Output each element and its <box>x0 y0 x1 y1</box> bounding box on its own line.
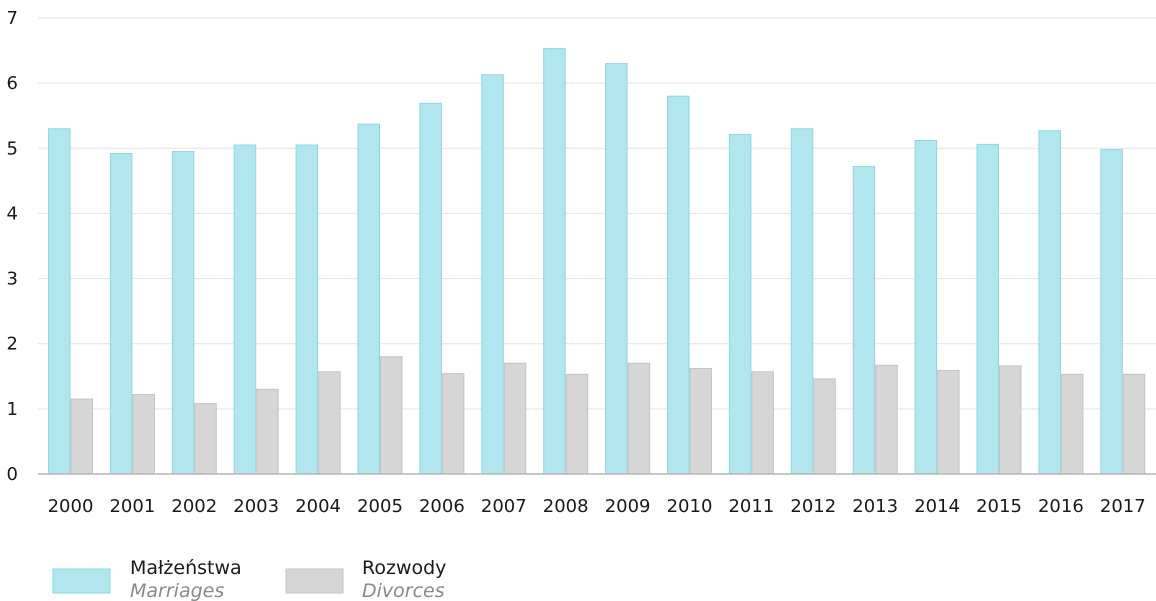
divorce-bar <box>194 403 217 475</box>
divorce-bar <box>937 369 960 475</box>
x-tick-label: 2009 <box>605 496 651 517</box>
y-tick-label: 1 <box>7 399 18 420</box>
x-tick-label: 2001 <box>109 496 155 517</box>
marriage-bar <box>1038 130 1061 475</box>
x-tick-label: 2013 <box>852 496 898 517</box>
marriage-bar <box>852 166 876 475</box>
marriage-bar <box>295 144 319 475</box>
x-tick-label: 2017 <box>1100 496 1146 517</box>
x-tick-label: 2010 <box>667 496 713 517</box>
legend-swatch-marriages <box>52 568 111 594</box>
divorce-bar <box>503 362 527 475</box>
divorce-bar <box>132 394 155 475</box>
marriage-bar <box>543 48 566 475</box>
divorce-bar <box>627 362 651 475</box>
y-tick-label: 7 <box>7 8 18 29</box>
marriage-bar <box>233 144 257 475</box>
y-tick-label: 4 <box>7 203 18 224</box>
x-tick-label: 2005 <box>357 496 403 517</box>
marriage-bar <box>790 128 814 475</box>
divorce-bar <box>256 388 279 475</box>
x-tick-label: 2006 <box>419 496 465 517</box>
x-tick-label: 2011 <box>728 496 774 517</box>
y-tick-label: 3 <box>7 269 18 290</box>
marriage-bar <box>109 152 133 475</box>
x-tick-label: 2016 <box>1038 496 1084 517</box>
marriage-bar <box>171 151 195 475</box>
divorce-bar <box>751 371 774 475</box>
legend-swatch-divorces <box>285 568 344 594</box>
x-tick-label: 2003 <box>233 496 279 517</box>
marriage-bar <box>667 95 690 475</box>
y-tick-label: 0 <box>7 464 18 485</box>
legend-sublabel-marriages: Marriages <box>130 580 224 601</box>
x-tick-label: 2008 <box>543 496 589 517</box>
divorce-bar <box>813 378 836 475</box>
divorce-bar <box>1060 373 1084 475</box>
y-tick-label: 6 <box>7 73 18 94</box>
marriage-bar <box>914 139 938 475</box>
x-tick-label: 2000 <box>48 496 94 517</box>
divorce-bar <box>1122 373 1146 475</box>
marriage-bar <box>48 128 71 475</box>
divorce-bar <box>380 356 403 475</box>
legend: Małżeństwa Marriages Rozwody Divorces <box>52 557 446 601</box>
divorce-bar <box>999 365 1022 475</box>
divorce-bar <box>875 364 898 475</box>
x-axis-ticks: 2000 2001 2002 2003 2004 2005 2006 2007 2008 2009… <box>48 496 1146 517</box>
legend-label-marriages: Małżeństwa <box>130 557 242 579</box>
marriage-bar <box>605 63 628 475</box>
legend-item-divorces: Rozwody Divorces <box>285 557 446 601</box>
y-tick-label: 2 <box>7 334 18 355</box>
divorce-bar <box>318 371 341 475</box>
legend-label-divorces: Rozwody <box>362 557 446 579</box>
x-tick-label: 2004 <box>295 496 341 517</box>
x-tick-label: 2007 <box>481 496 527 517</box>
x-tick-label: 2014 <box>914 496 960 517</box>
marriage-bar <box>419 102 442 475</box>
y-tick-label: 5 <box>7 138 18 159</box>
bars <box>48 48 1146 475</box>
marriage-bar <box>976 143 999 475</box>
divorce-bar <box>70 398 93 475</box>
x-tick-label: 2012 <box>790 496 836 517</box>
divorce-bar <box>565 373 589 475</box>
x-tick-label: 2015 <box>976 496 1022 517</box>
marriage-bar <box>1100 149 1123 475</box>
divorce-bar <box>441 373 465 475</box>
y-axis-ticks: 0 1 2 3 4 5 6 7 <box>7 8 18 485</box>
x-tick-label: 2002 <box>171 496 217 517</box>
marriage-bar <box>481 74 504 475</box>
legend-sublabel-divorces: Divorces <box>362 580 445 601</box>
gridlines <box>38 17 1156 410</box>
marriage-bar <box>728 134 752 475</box>
marriage-bar <box>357 123 380 475</box>
divorce-bar <box>689 367 712 475</box>
legend-item-marriages: Małżeństwa Marriages <box>52 557 242 601</box>
